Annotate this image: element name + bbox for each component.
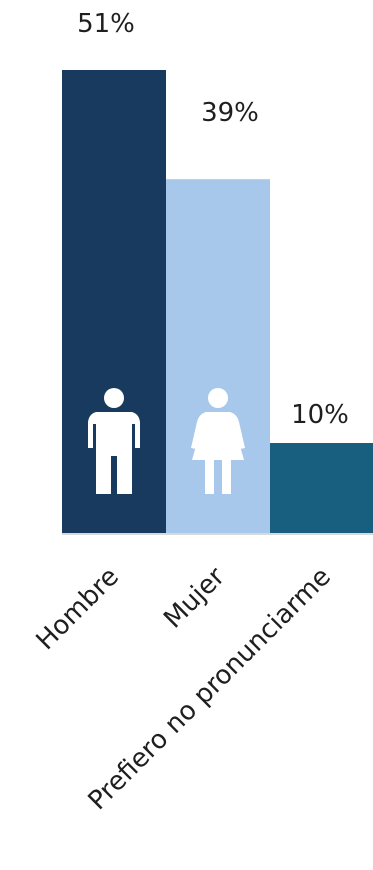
bars [62,70,373,535]
value-labels: 51% 39% 10% [77,9,349,430]
category-label-2: Mujer [158,562,231,635]
value-label-2: 39% [201,98,259,128]
category-label-1: Hombre [31,562,125,656]
bar-prefiero-no-pronunciarme [270,443,373,534]
value-label-3: 10% [291,400,349,430]
bar-icons [88,388,245,494]
bar-hombre [62,70,166,534]
bar-mujer [166,179,270,535]
woman-icon [191,388,245,494]
value-label-1: 51% [77,9,135,39]
man-icon [88,388,140,494]
